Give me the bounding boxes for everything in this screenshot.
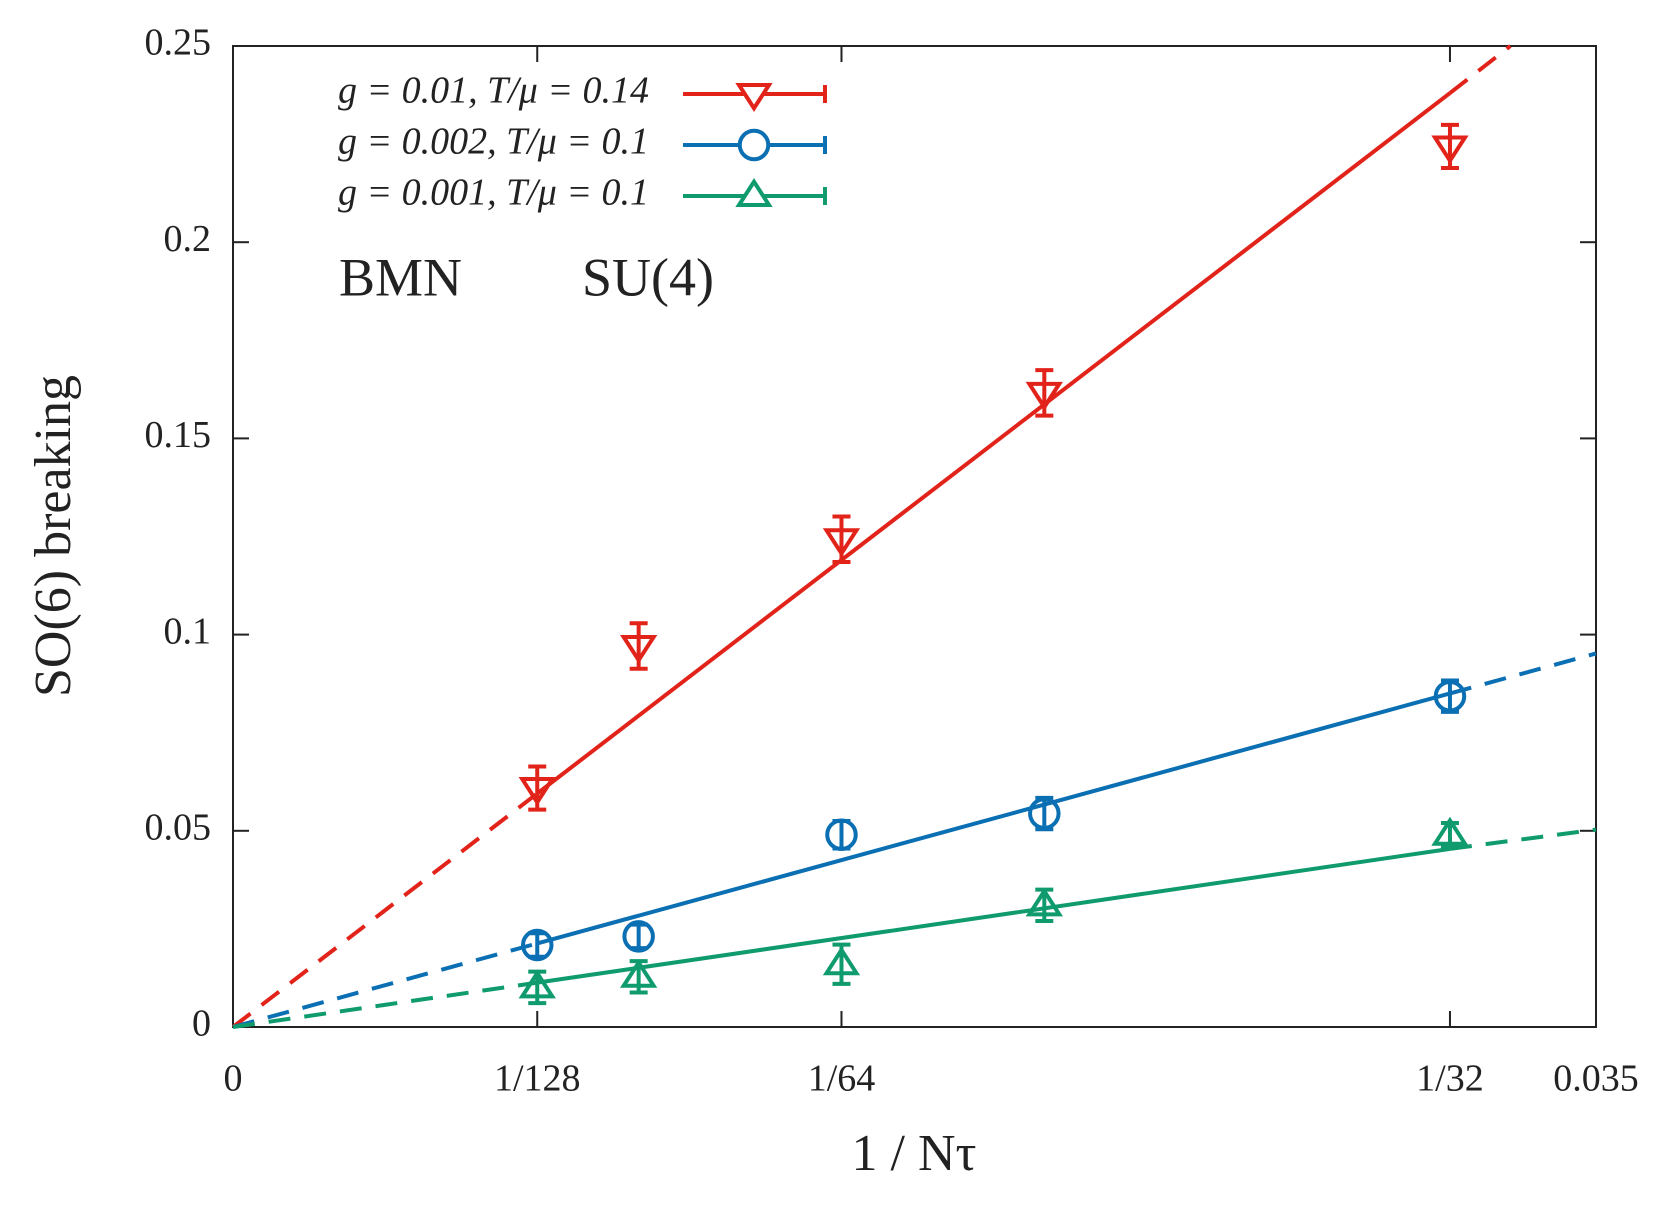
data-point (825, 818, 858, 851)
legend-marker (735, 83, 773, 112)
fit-line (1449, 827, 1597, 851)
data-point (619, 958, 658, 988)
x-axis-title: 1 / Nτ (852, 1125, 977, 1182)
fit-line (1449, 651, 1597, 696)
fit-line (536, 91, 1452, 796)
x-tick-label: 0.035 (1553, 1058, 1639, 1100)
annotation: SU(4) (582, 247, 714, 307)
fit-line (231, 791, 539, 1029)
data-point (622, 920, 655, 953)
legend-label: g = 0.01, T/μ = 0.14 (338, 70, 649, 112)
fit-line (536, 846, 1451, 985)
y-tick-label: 0.1 (164, 610, 212, 652)
data-point (822, 946, 861, 976)
data-point (1025, 887, 1063, 917)
y-tick-label: 0.15 (145, 414, 212, 456)
y-tick-label: 0.25 (145, 22, 212, 64)
data-point (1025, 381, 1063, 411)
data-point (619, 634, 658, 664)
x-tick-label: 0 (224, 1058, 243, 1100)
fit-line (232, 980, 538, 1029)
y-tick-label: 0 (192, 1003, 211, 1045)
data-point (1028, 797, 1061, 830)
y-axis-title: SO(6) breaking (25, 375, 82, 697)
data-point (822, 528, 861, 558)
fit-line (232, 941, 538, 1029)
y-tick-label: 0.2 (164, 218, 212, 260)
legend-marker (737, 128, 771, 162)
fit-line (1448, 44, 1512, 95)
data-point (518, 777, 556, 806)
legend-marker (735, 178, 773, 207)
legend-label: g = 0.002, T/μ = 0.1 (338, 121, 649, 163)
y-tick-label: 0.05 (145, 807, 212, 849)
plot-frame (232, 45, 1597, 1028)
x-tick-label: 1/32 (1416, 1058, 1484, 1100)
annotation: BMN (339, 247, 462, 307)
x-tick-label: 1/128 (494, 1058, 581, 1100)
data-point (520, 928, 554, 962)
data-point (1431, 135, 1469, 165)
data-point (1433, 679, 1467, 713)
error-bar (629, 922, 648, 951)
x-tick-label: 1/64 (808, 1058, 876, 1100)
data-point (518, 969, 556, 999)
legend-label: g = 0.001, T/μ = 0.1 (338, 172, 649, 214)
data-point (1431, 816, 1469, 846)
fit-line (536, 691, 1451, 946)
error-bar (832, 818, 851, 851)
